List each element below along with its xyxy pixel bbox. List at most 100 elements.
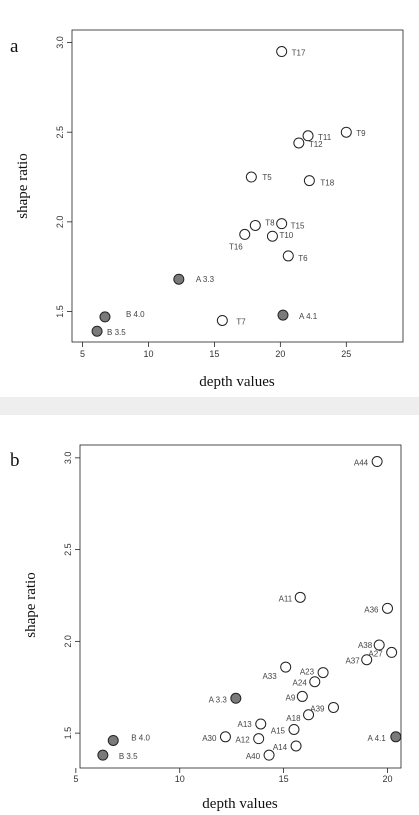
data-point <box>371 456 383 468</box>
data-point <box>280 661 292 673</box>
panel-a-x-tick-label: 15 <box>209 349 219 359</box>
panel-b-x-tick-label: 15 <box>279 774 289 784</box>
data-point <box>266 230 278 242</box>
data-point <box>317 667 329 679</box>
data-point-label: A39 <box>310 704 325 713</box>
panel-b-y-tick-label: 2.5 <box>63 543 73 556</box>
data-point-label: B 4.0 <box>126 310 145 319</box>
panel-a-y-tick-label: 2.0 <box>55 216 65 229</box>
data-point <box>239 228 251 240</box>
data-point <box>97 749 109 761</box>
data-point <box>288 723 300 735</box>
panel-b-axes: 5 10 15 20 1.5 2.0 2.5 3.0 <box>63 452 393 784</box>
data-point-label: T18 <box>320 179 334 188</box>
panel-b-x-axis-label: depth values <box>202 796 278 812</box>
data-point <box>253 733 265 745</box>
data-point-label: T7 <box>236 317 246 326</box>
data-point-label: A27 <box>368 649 383 658</box>
data-point-label: T12 <box>309 140 323 149</box>
data-point-label: B 4.0 <box>131 733 150 742</box>
data-point <box>309 676 321 688</box>
data-point-label: T15 <box>291 222 305 231</box>
panel-b-label: b <box>10 450 20 471</box>
data-point <box>327 701 339 713</box>
data-point <box>173 273 185 285</box>
data-point <box>373 639 385 651</box>
panel-a: a depth values shape ratio 5 10 15 20 25 1.5 2… <box>10 29 404 390</box>
panel-a-background <box>0 0 419 397</box>
panel-a-label: a <box>10 36 19 57</box>
data-point-label: T16 <box>229 242 243 251</box>
data-point <box>294 591 306 603</box>
panel-b-plot-frame <box>79 444 402 769</box>
data-point-label: T9 <box>356 129 366 138</box>
data-point-label: A9 <box>286 693 296 702</box>
data-point <box>302 130 314 142</box>
data-point <box>255 718 267 730</box>
data-point <box>245 171 257 183</box>
data-point-label: T11 <box>318 133 332 142</box>
panel-b-y-tick-label: 2.0 <box>63 635 73 648</box>
data-point-label: A30 <box>202 734 217 743</box>
data-point-label: A11 <box>279 594 293 603</box>
data-point-label: T10 <box>279 231 293 240</box>
data-point-label: T17 <box>292 49 306 58</box>
data-point <box>219 731 231 743</box>
panel-b-x-tick-label: 20 <box>382 774 392 784</box>
panel-a-y-tick-label: 1.5 <box>55 305 65 318</box>
data-point <box>276 46 288 58</box>
data-point-label: T8 <box>265 218 275 227</box>
data-point <box>282 250 294 262</box>
data-point-label: A33 <box>262 672 277 681</box>
panel-a-y-tick-label: 2.5 <box>55 126 65 139</box>
data-point <box>249 219 261 231</box>
data-point-label: A23 <box>300 668 315 677</box>
data-point-label: A13 <box>238 720 253 729</box>
data-point <box>107 734 119 746</box>
data-point-label: A14 <box>273 743 288 752</box>
data-point-label: T5 <box>262 173 272 182</box>
data-point-label: B 3.5 <box>119 752 138 761</box>
data-point <box>303 709 315 721</box>
data-point <box>276 218 288 230</box>
data-point <box>99 311 111 323</box>
data-point <box>303 175 315 187</box>
data-point-label: A12 <box>235 736 250 745</box>
data-point <box>293 137 305 149</box>
panel-b-x-tick-label: 10 <box>175 774 185 784</box>
data-point <box>340 126 352 138</box>
data-point-label: A15 <box>271 726 286 735</box>
data-point-label: A 3.3 <box>196 275 215 284</box>
panel-b: b depth values shape ratio 5 10 15 20 1.5 2.0… <box>10 444 402 812</box>
panel-b-y-tick-label: 1.5 <box>63 727 73 740</box>
data-point <box>216 314 228 326</box>
panel-b-background <box>0 415 419 812</box>
panel-b-y-tick-label: 3.0 <box>63 452 73 465</box>
data-point-label: A 3.3 <box>209 695 228 704</box>
data-point-label: A37 <box>345 657 360 666</box>
panel-b-y-axis-label: shape ratio <box>23 572 39 637</box>
panel-a-x-tick-label: 5 <box>80 349 85 359</box>
data-point <box>290 740 302 752</box>
panel-a-x-tick-label: 10 <box>143 349 153 359</box>
data-point <box>381 602 393 614</box>
panel-a-plot-frame <box>71 29 404 343</box>
data-point <box>390 731 402 743</box>
data-point-label: A18 <box>286 714 301 723</box>
panel-b-x-tick-label: 5 <box>73 774 78 784</box>
panel-a-y-axis-label: shape ratio <box>15 153 31 218</box>
data-point-label: A24 <box>293 679 308 688</box>
data-point <box>277 309 289 321</box>
data-point-label: T6 <box>298 254 308 263</box>
panel-a-axes: 5 10 15 20 25 1.5 2.0 2.5 3.0 <box>55 36 351 359</box>
panel-a-x-axis-label: depth values <box>199 374 275 390</box>
data-point-label: A44 <box>354 459 369 468</box>
data-point <box>296 690 308 702</box>
panel-a-x-tick-label: 20 <box>275 349 285 359</box>
data-point-label: A36 <box>364 605 379 614</box>
data-point <box>91 325 103 337</box>
data-point <box>263 749 275 761</box>
